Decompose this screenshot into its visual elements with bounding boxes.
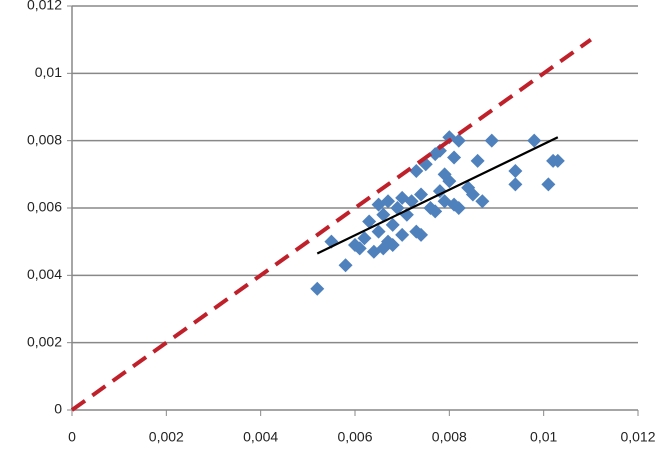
point [442, 174, 457, 189]
point [527, 133, 542, 148]
point [447, 150, 462, 165]
y-tick-label: 0,006 [27, 199, 62, 215]
y-tick-label: 0,012 [27, 0, 62, 13]
x-tick-label: 0,006 [337, 429, 372, 445]
line [70, 38, 592, 412]
point [310, 281, 325, 296]
y-tick-label: 0,008 [27, 131, 62, 147]
point [484, 133, 499, 148]
point [465, 187, 480, 202]
point [352, 241, 367, 256]
point [409, 163, 424, 178]
point [451, 201, 466, 215]
point [395, 227, 410, 242]
x-tick-label: 0,01 [530, 429, 557, 445]
point [414, 227, 429, 242]
x-tick-label: 0 [68, 429, 76, 445]
y-tick-label: 0,004 [27, 266, 62, 282]
x-tick-label: 0,008 [432, 429, 467, 445]
point [541, 177, 556, 192]
point [428, 204, 443, 219]
point [508, 163, 523, 178]
y-tick-label: 0 [54, 401, 62, 417]
point [381, 194, 396, 209]
point [362, 214, 377, 229]
x-tick-label: 0,002 [149, 429, 184, 445]
x-tick-label: 0,012 [620, 429, 655, 445]
y-tick-label: 0,01 [35, 64, 62, 80]
point [508, 177, 523, 192]
point [414, 187, 429, 202]
point [376, 207, 391, 222]
point [432, 184, 447, 199]
point [451, 133, 466, 148]
point [371, 224, 386, 239]
point [385, 238, 400, 253]
point [470, 153, 485, 168]
point [385, 217, 400, 232]
line [316, 136, 559, 255]
point [550, 153, 565, 168]
point [357, 231, 372, 246]
point [404, 194, 419, 209]
point [475, 194, 490, 209]
y-tick-label: 0,002 [27, 333, 62, 349]
x-tick-label: 0,004 [243, 429, 278, 445]
point [390, 201, 405, 215]
point [338, 258, 353, 273]
